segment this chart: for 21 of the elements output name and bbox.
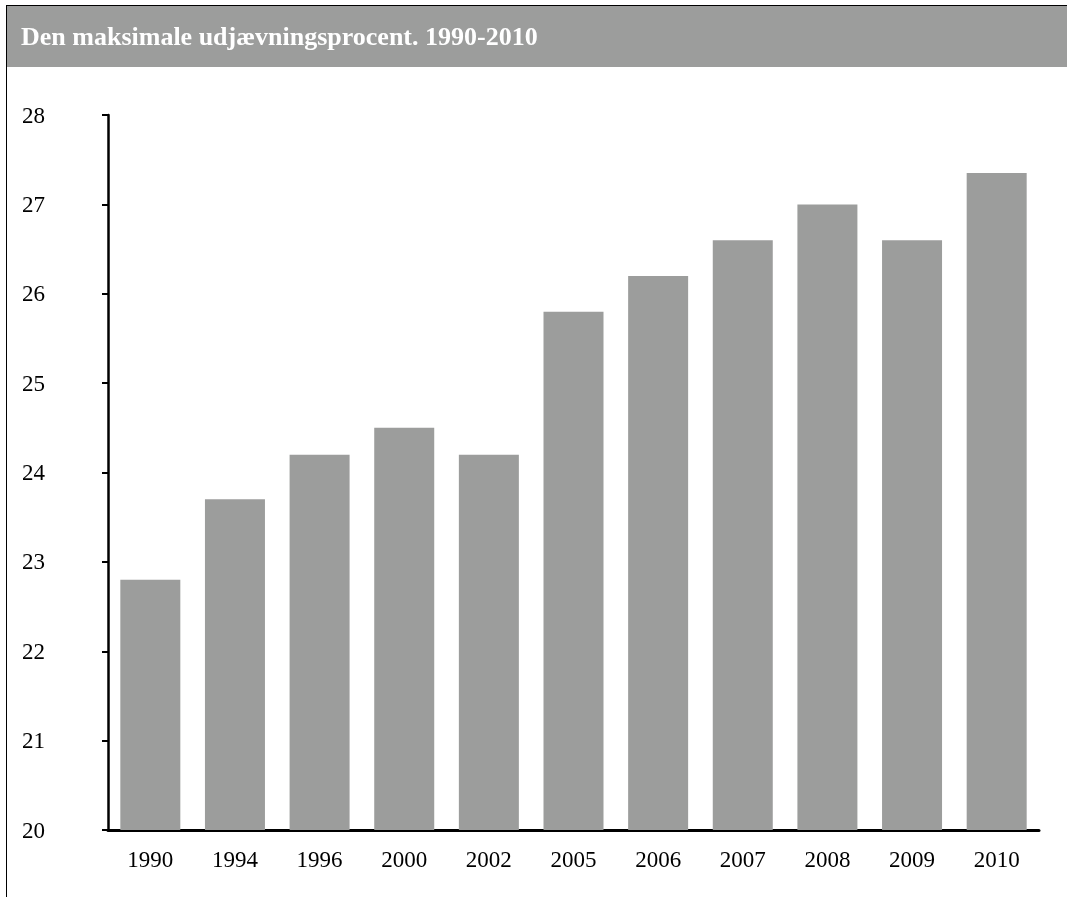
y-tick-label: 21 [22, 728, 45, 754]
x-tick-label: 1990 [127, 847, 174, 872]
y-tick-label: 22 [22, 638, 45, 664]
y-tick-label: 23 [22, 549, 45, 575]
y-tick-label: 25 [22, 370, 45, 396]
x-tick-label: 2006 [635, 847, 682, 872]
x-tick-label: 2002 [465, 847, 512, 872]
x-tick-label: 2009 [889, 847, 936, 872]
x-tick-label: 2005 [550, 847, 597, 872]
x-tick-label: 1994 [211, 847, 259, 872]
y-tick-label: 28 [22, 102, 45, 128]
y-tick-label: 26 [22, 281, 45, 307]
y-tick-label: 27 [22, 191, 45, 217]
x-tick-label: 1996 [296, 847, 343, 872]
y-tick-label: 24 [22, 460, 46, 485]
y-tick-label: 20 [22, 817, 45, 843]
x-tick-label: 2008 [804, 847, 851, 872]
x-tick-label: 2007 [719, 847, 766, 872]
chart-title: Den maksimale udjævningsprocent. 1990-2010 [21, 22, 538, 52]
x-tick-label: 2010 [973, 847, 1020, 872]
x-tick-label: 2000 [381, 847, 428, 872]
